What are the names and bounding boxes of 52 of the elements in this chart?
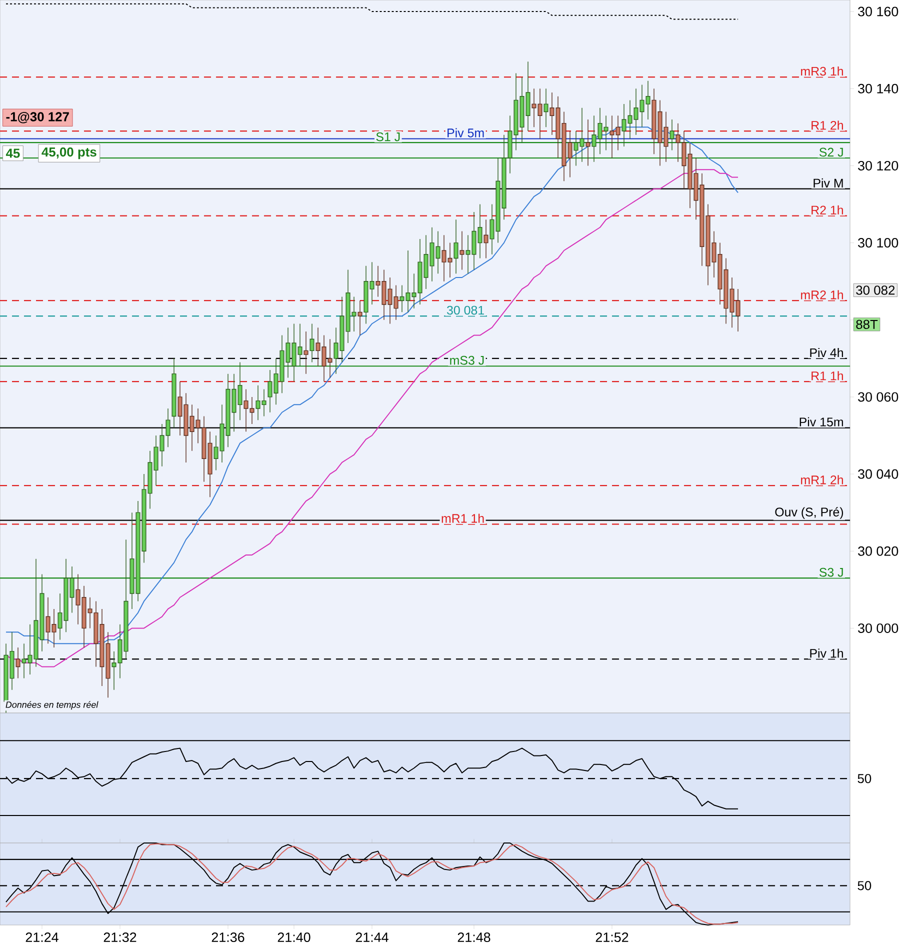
ref-line-label: S2 J: [819, 148, 843, 157]
ref-line-label: R1 2h: [812, 120, 843, 130]
y-tick-label: 30 040: [858, 469, 898, 479]
candlestick: [310, 323, 314, 363]
candlestick: [484, 219, 488, 259]
annotation: Données en temps réel: [6, 701, 98, 710]
ref-line-label: Piv 15m: [800, 417, 843, 426]
candlestick: [454, 219, 458, 274]
ref-line-label: Piv 1h: [810, 648, 843, 658]
ref-line-label: Piv M: [814, 178, 843, 188]
candlestick: [586, 119, 590, 166]
text: 30 082: [856, 286, 895, 295]
text: 50: [858, 774, 872, 784]
ref-line-label: mS3 J: [450, 356, 484, 365]
y-tick-label: 30 020: [858, 546, 898, 556]
ref-line-label: R2 1h: [812, 205, 843, 214]
x-tick-label: 21:32: [104, 932, 136, 942]
x-tick-label: 21:44: [356, 932, 388, 942]
candlestick: [544, 88, 548, 128]
x-tick-label: 21:24: [26, 932, 58, 942]
annotation: -1@30 127: [6, 112, 69, 124]
x-tick-label: 21:48: [458, 932, 490, 942]
ref-line-label: 30 081: [446, 306, 484, 315]
ref-line-label: mR3 1h: [801, 66, 843, 76]
ref-line-label: Piv 4h: [810, 348, 843, 358]
ref-line-label: Piv 5m: [448, 128, 484, 138]
y-tick-label: 30 120: [858, 160, 898, 170]
y-tick-label: 30 000: [858, 623, 898, 633]
ref-line-label: S1 J: [376, 132, 400, 142]
candlestick: [172, 358, 176, 428]
ref-line-label: mR1 2h: [801, 475, 843, 484]
candlestick: [358, 300, 362, 336]
y-tick-label: 30 140: [858, 84, 898, 94]
annotation: 45: [6, 148, 20, 158]
x-tick-label: 21:52: [596, 932, 628, 942]
y-tick-label: 30 060: [858, 392, 898, 402]
ref-line-label: R1 1h: [812, 371, 843, 380]
x-tick-label: 21:40: [278, 932, 310, 942]
ref-line-label: S3 J: [819, 568, 843, 577]
ref-line-label: mR2 1h: [801, 290, 843, 300]
y-tick-label: 30 100: [858, 238, 898, 248]
candlestick: [304, 331, 308, 374]
ref-line-label: mR1 1h: [442, 514, 484, 523]
y-tick-label: 30 160: [858, 6, 898, 16]
text: 88T: [856, 320, 878, 329]
ref-line-label: Ouv (S, Pré): [775, 507, 844, 519]
candlestick: [460, 230, 464, 270]
candlestick: [670, 119, 674, 151]
x-tick-label: 21:36: [212, 932, 244, 942]
annotation: 45,00 pts: [42, 147, 96, 160]
candlestick: [16, 647, 20, 679]
text: 50: [858, 881, 872, 890]
